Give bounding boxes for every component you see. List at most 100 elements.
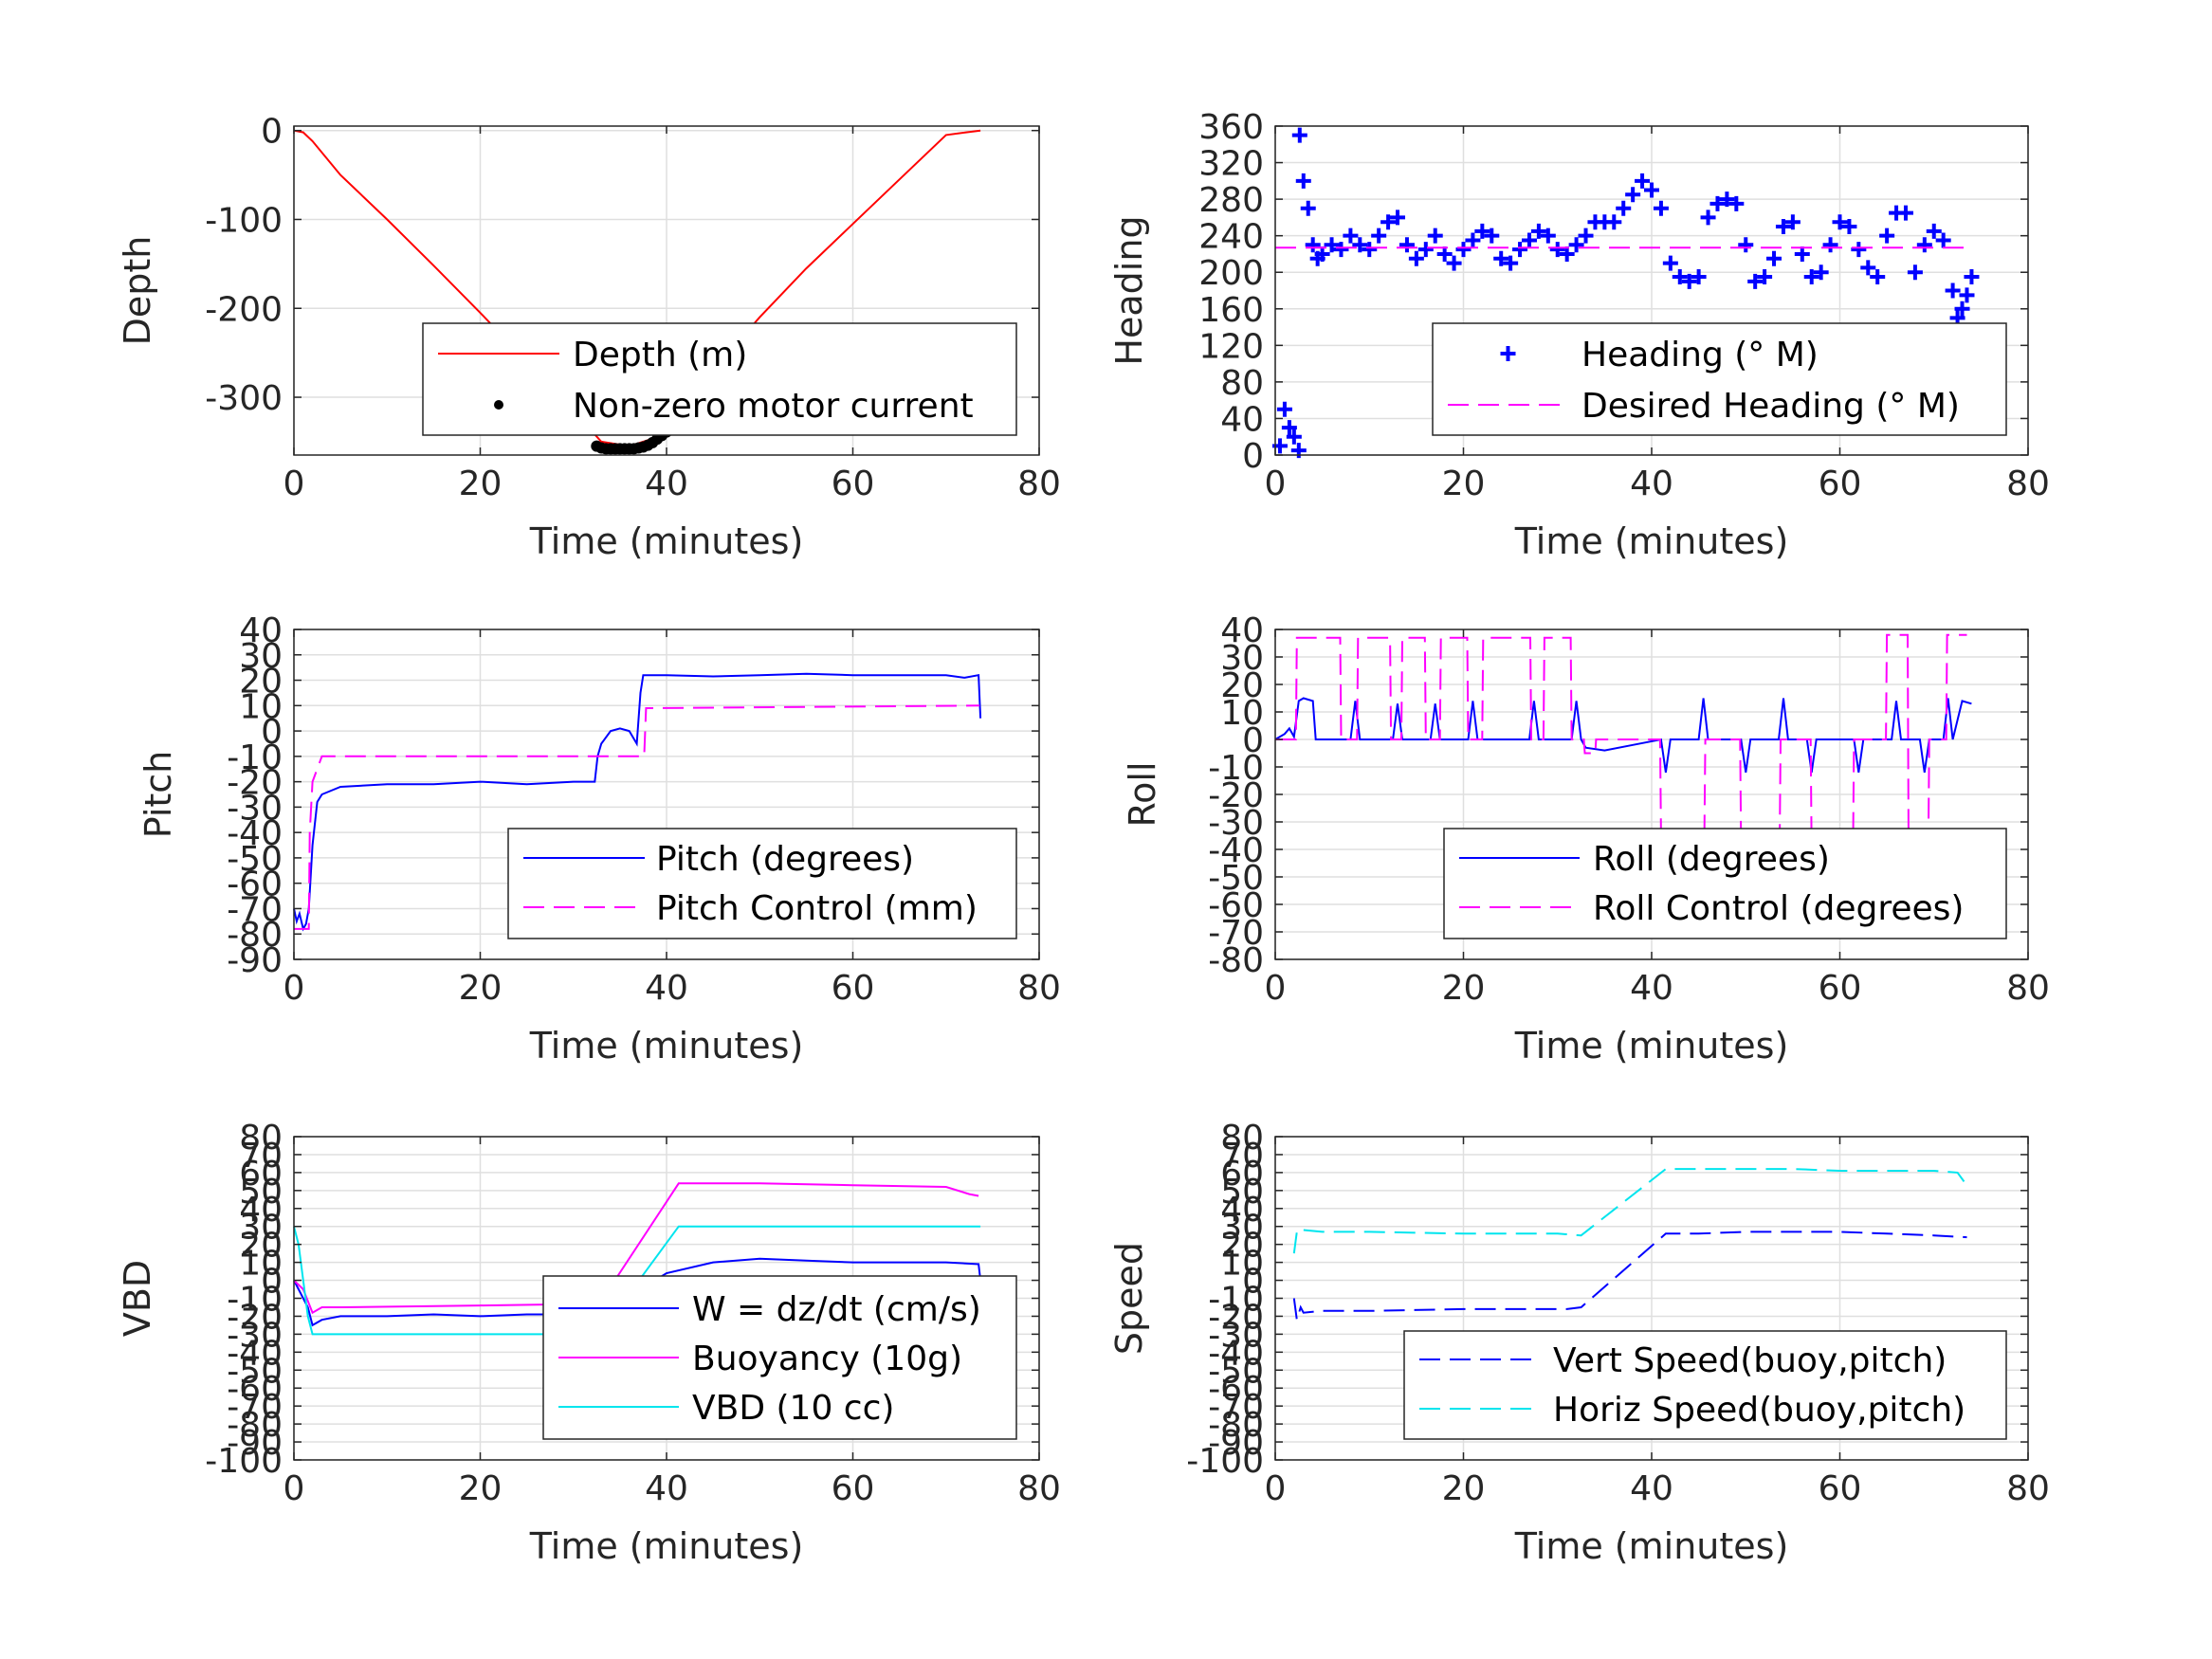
y-tick-label: -60 — [227, 866, 283, 904]
series-point — [1305, 237, 1321, 253]
series-point — [1436, 246, 1453, 262]
legend: Pitch (degrees) Pitch Control (mm) — [507, 828, 1017, 939]
y-tick-label: 0 — [261, 1263, 283, 1302]
legend-label: Desired Heading (° M) — [1581, 387, 1960, 426]
ticks: 0 20 40 60 80-90-80-70-60-50-40-30-20-100102… — [227, 611, 1061, 1008]
x-tick-label: 80 — [1017, 969, 1061, 1008]
ticks: 0 20 40 60 80-100-90-80-70-60-50-40-30-20-10… — [1186, 1119, 2050, 1508]
x-tick-label: 20 — [1442, 969, 1486, 1008]
y-tick-label: -30 — [1208, 1316, 1264, 1355]
series-group — [293, 672, 982, 932]
legend-label: Pitch Control (mm) — [656, 889, 978, 928]
ticks: 0 20 40 60 80-100-90-80-70-60-50-40-30-20-10… — [205, 1119, 1061, 1508]
series-point — [1300, 200, 1316, 216]
y-tick-label: 20 — [1220, 666, 1264, 705]
y-tick-label: 0 — [1242, 721, 1264, 760]
y-tick-label: 10 — [239, 1245, 283, 1284]
series-point — [1635, 173, 1651, 189]
y-tick-label: -70 — [227, 890, 283, 929]
x-tick-label: 0 — [283, 465, 305, 503]
x-tick-label: 20 — [459, 1469, 503, 1508]
chart-pitch: 0 20 40 60 80-90-80-70-60-50-40-30-20-100102… — [137, 611, 1061, 1066]
legend: Vert Speed(buoy,pitch) Horiz Speed(buoy,p… — [1403, 1330, 2007, 1440]
chart-roll: 0 20 40 60 80-80-70-60-50-40-30-20-100102030… — [1122, 611, 2050, 1066]
y-tick-label: 10 — [239, 687, 283, 726]
y-tick-label: 20 — [1220, 1227, 1264, 1266]
series-point — [1719, 191, 1735, 208]
series-point — [1616, 200, 1632, 216]
y-axis-label: VBD — [117, 1260, 158, 1337]
series-point — [1784, 214, 1801, 230]
series-group — [1292, 1168, 1967, 1321]
y-tick-label: -40 — [227, 1334, 283, 1373]
legend: Heading (° M) Desired Heading (° M) — [1432, 322, 2007, 436]
x-tick-label: 60 — [1819, 465, 1862, 503]
y-tick-label: -70 — [227, 1388, 283, 1427]
y-tick-label: 80 — [1220, 364, 1264, 403]
series-point — [1521, 232, 1537, 248]
x-axis-label: Time (minutes) — [529, 1525, 804, 1567]
series-point — [1672, 269, 1688, 285]
series-point — [1503, 255, 1519, 271]
y-tick-label: 360 — [1198, 108, 1264, 147]
legend-label: Horiz Speed(buoy,pitch) — [1553, 1391, 1965, 1430]
x-tick-label: 40 — [1630, 969, 1673, 1008]
series-point — [1691, 269, 1707, 285]
series-point — [1408, 250, 1424, 266]
y-axis-label: Pitch — [137, 751, 179, 839]
y-tick-label: -60 — [1208, 1370, 1264, 1409]
series-point — [1766, 250, 1782, 266]
ticks: 0 20 40 60 80-80-70-60-50-40-30-20-100102030… — [1208, 611, 2050, 1008]
series-line-1 — [1275, 633, 1967, 850]
x-tick-label: 40 — [645, 1469, 688, 1508]
legend-label: Buoyancy (10g) — [692, 1340, 962, 1378]
series-point — [1644, 182, 1659, 198]
ticks: 0 20 40 60 80 -300 -200 -100 0 — [205, 113, 1061, 503]
y-tick-label: 0 — [1242, 1263, 1264, 1302]
series-point — [1390, 210, 1406, 226]
x-tick-label: 40 — [645, 969, 688, 1008]
y-tick-label: -90 — [227, 941, 283, 980]
y-tick-label: 40 — [239, 1191, 283, 1230]
series-point — [1625, 187, 1641, 203]
y-tick-label: -50 — [1208, 1352, 1264, 1391]
y-tick-label: 10 — [1220, 1245, 1264, 1284]
series-point — [1324, 237, 1340, 253]
y-tick-label: 50 — [1220, 1173, 1264, 1212]
y-tick-label: -70 — [1208, 1388, 1264, 1427]
series-point — [1333, 242, 1349, 258]
series-point — [1549, 242, 1565, 258]
y-tick-label: -30 — [227, 1316, 283, 1355]
y-tick-label: -50 — [227, 1352, 283, 1391]
series-line-0 — [1292, 1231, 1967, 1321]
series-point — [1465, 232, 1481, 248]
series-point — [1747, 273, 1764, 289]
legend-label: VBD (10 cc) — [692, 1389, 894, 1428]
series-point — [1455, 242, 1472, 258]
y-tick-label: -30 — [227, 789, 283, 828]
series-point — [1964, 269, 1980, 285]
y-tick-label: -20 — [227, 1298, 283, 1337]
x-axis-label: Time (minutes) — [1514, 520, 1789, 562]
x-tick-label: 60 — [832, 1469, 875, 1508]
series-point — [1822, 237, 1838, 253]
legend-swatch — [1500, 346, 1516, 361]
series-line-1 — [294, 704, 980, 930]
legend-box — [422, 322, 1017, 436]
legend-box — [1443, 828, 2007, 939]
series-point — [1314, 246, 1330, 262]
x-tick-label: 20 — [459, 969, 503, 1008]
y-tick-label: 40 — [239, 611, 283, 650]
y-tick-label: 320 — [1198, 145, 1264, 184]
series-point — [1757, 269, 1773, 285]
series-point — [1380, 214, 1397, 230]
series-point — [1606, 214, 1622, 230]
series-point — [1870, 269, 1886, 285]
series-point — [1681, 273, 1697, 289]
y-tick-label: -100 — [205, 1442, 283, 1481]
legend-label: Heading (° M) — [1581, 336, 1819, 374]
chart-depth: 0 20 40 60 80 -300 -200 -100 0 Time (minutes) Dept… — [117, 113, 1061, 562]
chart-heading: 0 20 40 60 8004080120160200240280320360Time … — [1108, 108, 2050, 562]
